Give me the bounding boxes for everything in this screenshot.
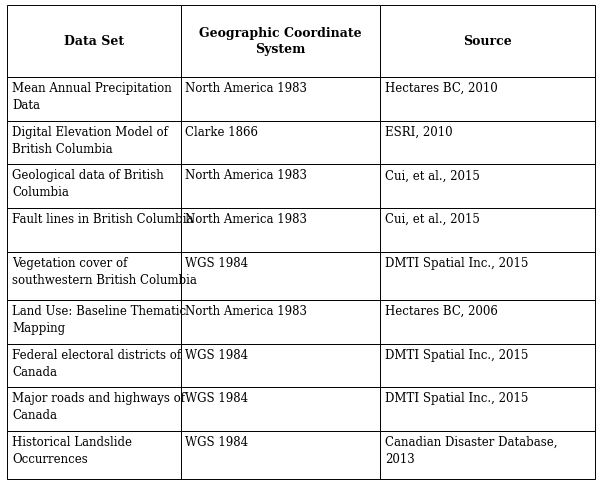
Text: Federal electoral districts of
Canada: Federal electoral districts of Canada — [12, 348, 181, 378]
Text: Data Set: Data Set — [64, 35, 124, 48]
Bar — [181, 121, 380, 165]
Text: WGS 1984: WGS 1984 — [185, 256, 249, 269]
Text: DMTI Spatial Inc., 2015: DMTI Spatial Inc., 2015 — [385, 392, 529, 405]
Bar — [181, 252, 380, 300]
Text: North America 1983: North America 1983 — [185, 82, 308, 95]
Text: DMTI Spatial Inc., 2015: DMTI Spatial Inc., 2015 — [385, 256, 529, 269]
Bar — [380, 388, 595, 431]
Bar — [380, 252, 595, 300]
Text: Digital Elevation Model of
British Columbia: Digital Elevation Model of British Colum… — [12, 125, 168, 155]
Bar — [181, 165, 380, 209]
Bar — [7, 344, 181, 388]
Bar — [7, 431, 181, 479]
Text: Hectares BC, 2006: Hectares BC, 2006 — [385, 304, 498, 317]
Text: North America 1983: North America 1983 — [185, 304, 308, 317]
Bar — [380, 431, 595, 479]
Bar — [181, 6, 380, 78]
Bar — [380, 121, 595, 165]
Text: WGS 1984: WGS 1984 — [185, 392, 249, 405]
Bar — [7, 300, 181, 344]
Text: Geographic Coordinate
System: Geographic Coordinate System — [199, 27, 362, 56]
Text: Hectares BC, 2010: Hectares BC, 2010 — [385, 82, 498, 95]
Bar — [181, 78, 380, 121]
Text: WGS 1984: WGS 1984 — [185, 435, 249, 448]
Text: Canadian Disaster Database,
2013: Canadian Disaster Database, 2013 — [385, 435, 557, 465]
Bar — [7, 121, 181, 165]
Bar — [7, 165, 181, 209]
Bar — [380, 78, 595, 121]
Text: Fault lines in British Columbia: Fault lines in British Columbia — [12, 212, 193, 226]
Bar — [181, 300, 380, 344]
Text: Vegetation cover of
southwestern British Columbia: Vegetation cover of southwestern British… — [12, 256, 197, 286]
Bar — [7, 252, 181, 300]
Bar — [7, 78, 181, 121]
Text: Clarke 1866: Clarke 1866 — [185, 125, 258, 138]
Bar — [7, 209, 181, 252]
Bar — [380, 344, 595, 388]
Text: WGS 1984: WGS 1984 — [185, 348, 249, 361]
Bar — [380, 6, 595, 78]
Text: Mean Annual Precipitation
Data: Mean Annual Precipitation Data — [12, 82, 172, 112]
Text: DMTI Spatial Inc., 2015: DMTI Spatial Inc., 2015 — [385, 348, 529, 361]
Text: Historical Landslide
Occurrences: Historical Landslide Occurrences — [12, 435, 132, 465]
Text: Cui, et al., 2015: Cui, et al., 2015 — [385, 212, 480, 226]
Bar — [181, 431, 380, 479]
Bar — [7, 6, 181, 78]
Bar — [181, 388, 380, 431]
Bar — [181, 344, 380, 388]
Bar — [380, 300, 595, 344]
Text: Source: Source — [463, 35, 512, 48]
Text: Cui, et al., 2015: Cui, et al., 2015 — [385, 169, 480, 182]
Bar — [380, 209, 595, 252]
Text: Land Use: Baseline Thematic
Mapping: Land Use: Baseline Thematic Mapping — [12, 304, 186, 334]
Text: North America 1983: North America 1983 — [185, 212, 308, 226]
Text: Major roads and highways of
Canada: Major roads and highways of Canada — [12, 392, 185, 422]
Text: ESRI, 2010: ESRI, 2010 — [385, 125, 453, 138]
Text: North America 1983: North America 1983 — [185, 169, 308, 182]
Bar — [7, 388, 181, 431]
Bar — [181, 209, 380, 252]
Bar — [380, 165, 595, 209]
Text: Geological data of British
Columbia: Geological data of British Columbia — [12, 169, 164, 199]
